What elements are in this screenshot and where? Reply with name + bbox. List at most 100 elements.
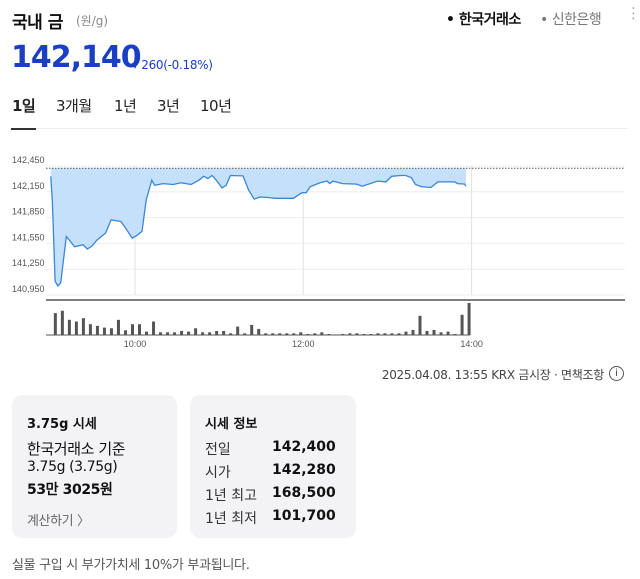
- volume-bar: [145, 331, 149, 335]
- info-key: 1년 최저: [205, 511, 257, 527]
- y-tick-label: 141,250: [12, 258, 45, 268]
- volume-bar: [130, 324, 134, 335]
- info-icon[interactable]: i: [609, 366, 624, 381]
- volume-bar: [236, 326, 240, 335]
- volume-bar: [123, 330, 127, 335]
- card-title: 3.75g 시세: [27, 417, 97, 432]
- volume-bar: [418, 315, 422, 335]
- volume-bar: [348, 333, 352, 335]
- info-key: 전일: [205, 442, 231, 458]
- volume-bar: [222, 330, 226, 335]
- info-value: 101,700: [272, 508, 336, 524]
- volume-bar: [243, 333, 247, 335]
- unit-label: (원/g): [76, 14, 109, 28]
- volume-bar: [432, 329, 436, 335]
- volume-bar: [208, 332, 212, 335]
- volume-bar: [411, 329, 415, 335]
- volume-bar: [453, 333, 457, 335]
- info-key: 1년 최고: [205, 488, 257, 504]
- volume-bar: [460, 314, 464, 335]
- tab-3years[interactable]: 3년: [157, 97, 180, 115]
- volume-bar: [425, 330, 429, 335]
- y-tick-label: 141,850: [12, 207, 45, 217]
- y-tick-label: 140,950: [12, 284, 45, 294]
- volume-bar: [173, 332, 177, 335]
- price-change: ▾ 260(-0.18%): [132, 58, 213, 72]
- volume-bar: [404, 331, 408, 335]
- volume-bar: [88, 324, 92, 335]
- volume-bar: [74, 321, 78, 335]
- more-icon[interactable]: ⋮: [626, 4, 640, 22]
- amount: 53만 3025원: [27, 482, 113, 498]
- info-value: 168,500: [272, 485, 336, 501]
- volume-bar: [439, 332, 443, 335]
- volume-bar: [292, 333, 296, 335]
- volume-bar: [81, 318, 85, 335]
- x-tick-label: 14:00: [460, 339, 483, 349]
- volume-bar: [467, 303, 471, 335]
- tab-3months[interactable]: 3개월: [56, 97, 92, 115]
- price-chart[interactable]: 142,450 142,150 141,850 141,550 141,250 140,9…: [0, 150, 640, 350]
- volume-bar: [229, 333, 233, 335]
- volume-bar: [215, 330, 219, 335]
- volume-bar: [95, 325, 99, 335]
- info-key: 시가: [205, 465, 231, 481]
- volume-bar: [109, 328, 113, 335]
- timestamp-disclaimer[interactable]: 2025.04.08. 13:55 KRX 금시장 · 면책조항: [381, 368, 604, 382]
- volume-bar: [60, 310, 64, 335]
- volume-bar: [341, 333, 345, 335]
- y-tick-label: 142,150: [12, 181, 45, 191]
- vat-note: 실물 구입 시 부가가치세 10%가 부과됩니다.: [12, 558, 250, 573]
- volume-bar: [152, 321, 156, 335]
- volume-bar: [376, 333, 380, 335]
- volume-bar: [53, 313, 57, 335]
- volume-bar: [180, 330, 184, 335]
- tab-divider: [36, 128, 628, 129]
- volume-bar: [102, 327, 106, 335]
- card-375g-price: 3.75g 시세 한국거래소 기준 3.75g (3.75g) 53만 3025…: [12, 395, 177, 538]
- weight: 3.75g (3.75g): [27, 459, 118, 475]
- volume-bar: [278, 333, 282, 335]
- info-value: 142,400: [272, 439, 336, 455]
- source-krx[interactable]: • 한국거래소: [446, 12, 521, 28]
- basis: 한국거래소 기준: [27, 440, 126, 458]
- current-price: 142,140: [11, 40, 142, 75]
- card-price-info: 시세 정보 전일 142,400 시가 142,280 1년 최고 168,500 1…: [190, 395, 356, 538]
- volume-bar: [306, 333, 310, 335]
- source-shinhan[interactable]: • 신한은행: [540, 12, 602, 28]
- volume-bar: [166, 332, 170, 335]
- volume-bar: [67, 319, 71, 335]
- y-tick-label: 141,550: [12, 232, 45, 242]
- volume-bar: [159, 332, 163, 335]
- price-area-fill: [50, 168, 467, 286]
- tab-1year[interactable]: 1년: [114, 97, 137, 115]
- volume-bar: [264, 333, 268, 335]
- volume-bar: [271, 333, 275, 335]
- volume-bar: [355, 333, 359, 335]
- card-title: 시세 정보: [205, 417, 258, 432]
- x-tick-label: 10:00: [124, 339, 147, 349]
- volume-bar: [446, 331, 450, 335]
- volume-bar: [313, 333, 317, 335]
- calculate-link[interactable]: 계산하기 〉: [27, 514, 90, 529]
- volume-bar: [187, 331, 191, 335]
- volume-bar: [201, 332, 205, 335]
- volume-bar: [327, 333, 331, 335]
- volume-bar: [383, 333, 387, 335]
- info-value: 142,280: [272, 462, 336, 478]
- volume-bar: [138, 324, 141, 335]
- volume-bar: [362, 333, 366, 335]
- tab-1day[interactable]: 1일: [12, 97, 36, 115]
- volume-bar: [390, 333, 394, 335]
- volume-bar: [397, 333, 401, 335]
- volume-bar: [250, 324, 254, 335]
- volume-bar: [194, 328, 198, 335]
- volume-bar: [285, 333, 289, 335]
- volume-bar: [257, 328, 261, 335]
- tab-10years[interactable]: 10년: [200, 97, 232, 115]
- volume-bar: [320, 332, 324, 335]
- volume-bar: [299, 332, 303, 335]
- price-line: [50, 174, 467, 288]
- active-tab-indicator: [11, 128, 36, 130]
- x-tick-label: 12:00: [292, 339, 315, 349]
